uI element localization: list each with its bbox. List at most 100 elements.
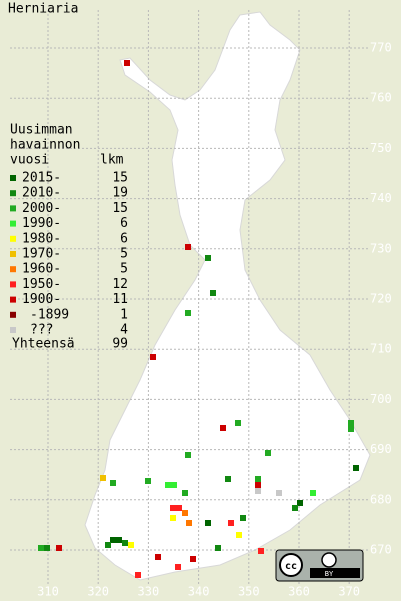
x-label: 320 xyxy=(87,585,109,599)
legend-count: 11 xyxy=(112,292,128,307)
square xyxy=(255,482,261,488)
square xyxy=(122,540,128,546)
by-label: BY xyxy=(325,570,334,578)
legend-count: 6 xyxy=(120,216,128,231)
legend-label: 1950- xyxy=(22,277,61,292)
square xyxy=(150,354,156,360)
square xyxy=(56,545,62,551)
legend-count: 15 xyxy=(112,171,128,186)
square xyxy=(210,290,216,296)
x-label: 310 xyxy=(37,585,59,599)
square xyxy=(255,476,261,482)
square xyxy=(258,548,264,554)
square xyxy=(190,556,196,562)
y-label: 760 xyxy=(370,91,392,105)
cc-label: cc xyxy=(285,561,297,572)
square xyxy=(100,475,106,481)
legend-header: havainnon xyxy=(10,138,80,153)
legend-label: 2015- xyxy=(22,171,61,186)
square xyxy=(124,60,130,66)
square xyxy=(310,490,316,496)
x-label: 360 xyxy=(288,585,310,599)
square xyxy=(235,420,241,426)
legend-header: Uusimman xyxy=(10,123,73,138)
square xyxy=(182,490,188,496)
square xyxy=(38,545,44,551)
square xyxy=(155,554,161,560)
legend-label: 2010- xyxy=(22,186,61,201)
legend-total: 99 xyxy=(112,337,128,352)
square xyxy=(105,542,111,548)
square xyxy=(215,545,221,551)
square xyxy=(186,520,192,526)
y-label: 670 xyxy=(370,543,392,557)
square xyxy=(225,476,231,482)
legend-count: 4 xyxy=(120,323,128,338)
legend-count: 5 xyxy=(120,247,128,262)
legend-swatch xyxy=(10,327,16,333)
y-label: 740 xyxy=(370,191,392,205)
square xyxy=(292,505,298,511)
square xyxy=(185,310,191,316)
legend-swatch xyxy=(10,175,16,181)
square xyxy=(176,505,182,511)
square xyxy=(220,425,226,431)
legend-swatch xyxy=(10,235,16,242)
y-label: 770 xyxy=(370,41,392,55)
legend-count-header: lkm xyxy=(100,153,124,168)
y-label: 750 xyxy=(370,141,392,155)
square xyxy=(165,482,171,488)
legend-count: 15 xyxy=(112,201,128,216)
square xyxy=(205,255,211,261)
legend-total-label: Yhteensä xyxy=(12,337,75,352)
x-label: 340 xyxy=(188,585,210,599)
square xyxy=(185,452,191,458)
square xyxy=(175,564,181,570)
observations xyxy=(38,60,359,578)
x-label: 370 xyxy=(338,585,360,599)
square xyxy=(182,510,188,516)
square xyxy=(255,488,261,494)
square xyxy=(170,515,176,521)
legend-swatch xyxy=(10,205,16,212)
legend-swatch xyxy=(10,266,16,273)
square xyxy=(116,537,122,543)
square xyxy=(348,420,354,426)
license-badge: cc BY xyxy=(275,549,364,582)
legend-count: 12 xyxy=(112,277,128,292)
legend-label: 1990- xyxy=(22,216,61,231)
x-label: 330 xyxy=(138,585,160,599)
legend-count: 19 xyxy=(112,186,128,201)
square xyxy=(276,490,282,496)
square xyxy=(110,480,116,486)
square xyxy=(135,572,141,578)
square xyxy=(185,244,191,250)
legend-label: 2000- xyxy=(22,201,61,216)
y-label: 690 xyxy=(370,442,392,456)
square xyxy=(44,545,50,551)
square xyxy=(236,532,242,538)
square xyxy=(170,505,176,511)
square xyxy=(353,465,359,471)
legend-header: vuosi xyxy=(10,153,49,168)
square xyxy=(228,520,234,526)
legend-label: 1970- xyxy=(22,247,61,262)
legend-label: 1960- xyxy=(22,262,61,277)
square xyxy=(348,426,354,432)
y-label: 730 xyxy=(370,241,392,255)
legend-swatch xyxy=(10,296,16,303)
title: Herniaria xyxy=(8,2,78,17)
legend-swatch xyxy=(10,251,16,257)
legend-label: 1980- xyxy=(22,231,61,246)
legend-count: 5 xyxy=(120,262,128,277)
square xyxy=(171,482,177,488)
legend-swatch xyxy=(10,281,16,288)
legend-label: ??? xyxy=(30,323,53,338)
square xyxy=(205,520,211,526)
x-label: 350 xyxy=(238,585,260,599)
legend-swatch xyxy=(10,190,16,197)
square xyxy=(240,515,246,521)
y-label: 700 xyxy=(370,392,392,406)
legend-label: -1899 xyxy=(30,307,69,322)
